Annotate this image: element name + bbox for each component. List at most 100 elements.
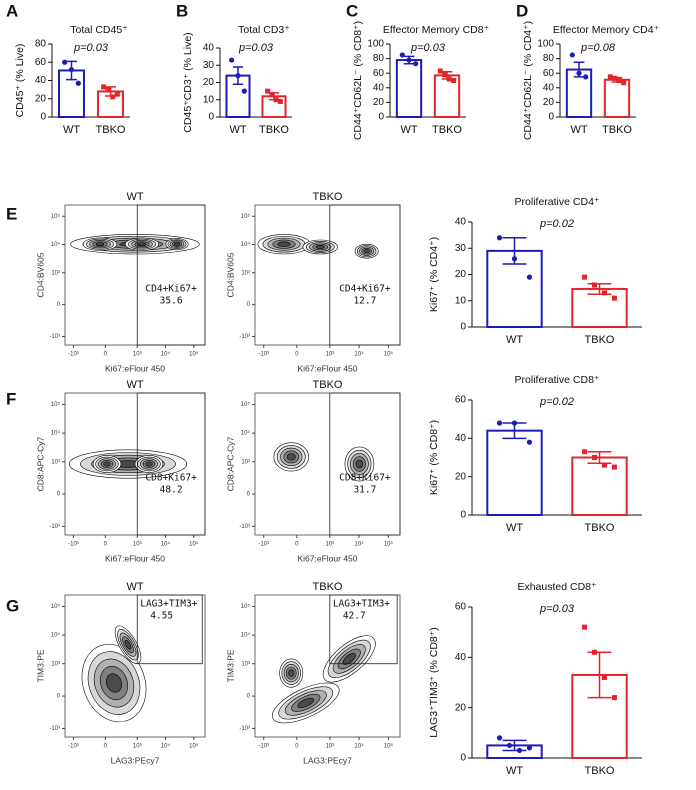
gate-value: 4.55 bbox=[150, 611, 173, 622]
plot-title: WT bbox=[126, 191, 143, 203]
bar bbox=[603, 78, 631, 118]
gate-label: CD4+Ki67+ bbox=[145, 284, 197, 295]
y-tick-label: 60 bbox=[543, 68, 555, 79]
y-tick-label: 0 bbox=[247, 694, 251, 700]
y-tick-label: 10⁵ bbox=[51, 401, 61, 408]
x-tick-label: -10³ bbox=[68, 352, 79, 358]
y-tick-label: 0 bbox=[40, 112, 46, 123]
x-tick-label: TBKO bbox=[259, 124, 289, 136]
panel-letter: G bbox=[6, 596, 19, 615]
y-tick-label: 10³ bbox=[241, 270, 250, 276]
y-tick-label: 0 bbox=[57, 302, 61, 308]
data-point bbox=[592, 282, 598, 288]
data-point bbox=[406, 57, 412, 63]
x-axis-label: Ki67:eFlour 450 bbox=[297, 553, 357, 563]
data-point bbox=[446, 76, 452, 82]
y-tick-label: 20 bbox=[35, 93, 47, 104]
data-point bbox=[582, 274, 588, 280]
x-tick-label: 0 bbox=[104, 542, 108, 548]
data-point bbox=[607, 74, 613, 80]
data-point bbox=[265, 88, 271, 94]
data-point bbox=[496, 735, 503, 741]
y-tick-label: 40 bbox=[373, 82, 385, 93]
y-tick-label: 40 bbox=[35, 75, 47, 86]
data-point bbox=[526, 745, 533, 751]
chart-title: Proliferative CD4⁺ bbox=[515, 196, 600, 208]
data-point bbox=[616, 78, 622, 83]
x-tick-label: 10³ bbox=[133, 542, 142, 548]
y-tick-label: 10⁴ bbox=[51, 632, 61, 639]
gate-value: 12.7 bbox=[353, 296, 376, 307]
data-point bbox=[601, 462, 607, 468]
y-tick-label: -10³ bbox=[239, 524, 250, 530]
data-point bbox=[583, 74, 589, 80]
error-bar bbox=[502, 739, 527, 752]
data-point bbox=[582, 449, 588, 455]
panel-letter: E bbox=[6, 204, 17, 223]
y-tick-label: 40 bbox=[455, 652, 467, 663]
data-point bbox=[62, 59, 68, 65]
x-tick-label: -10³ bbox=[258, 542, 269, 548]
data-point bbox=[496, 420, 503, 426]
contour bbox=[363, 249, 370, 254]
y-tick-label: 10⁵ bbox=[241, 603, 251, 610]
bar bbox=[486, 429, 543, 516]
x-tick-label: WT bbox=[570, 124, 587, 136]
contour bbox=[137, 242, 147, 247]
y-tick-label: 0 bbox=[548, 112, 554, 123]
x-tick-label: TBKO bbox=[96, 124, 126, 136]
y-tick-label: 30 bbox=[203, 60, 215, 71]
y-axis-label: CD8:APC-Cy7 bbox=[35, 436, 45, 491]
y-tick-label: 0 bbox=[247, 302, 251, 308]
y-tick-label: 20 bbox=[455, 471, 467, 482]
panel-letter: A bbox=[6, 1, 18, 20]
y-axis-label: TIM3:PE bbox=[35, 649, 45, 682]
gate-label: CD4+Ki67+ bbox=[339, 284, 391, 295]
p-value: p=0.03 bbox=[539, 603, 575, 615]
y-tick-label: 10⁵ bbox=[51, 213, 61, 220]
x-tick-label: 10⁵ bbox=[384, 743, 394, 750]
x-tick-label: TBKO bbox=[602, 124, 632, 136]
y-tick-label: 0 bbox=[378, 112, 384, 123]
error-bar bbox=[587, 651, 612, 699]
y-tick-label: 20 bbox=[373, 97, 385, 108]
y-tick-label: 10⁴ bbox=[241, 632, 251, 639]
y-axis-label: CD44⁺CD62L⁻ (% CD8⁺) bbox=[352, 21, 364, 140]
p-value: p=0.03 bbox=[238, 42, 274, 54]
plot-frame bbox=[64, 204, 206, 346]
x-tick-label: TBKO bbox=[585, 334, 615, 346]
y-tick-label: -10³ bbox=[49, 726, 60, 732]
gate-label: LAG3+TIM3+ bbox=[333, 599, 390, 610]
data-point bbox=[241, 88, 247, 94]
y-tick-label: 10⁴ bbox=[241, 241, 251, 248]
x-tick-label: 10³ bbox=[133, 352, 142, 358]
y-tick-label: 60 bbox=[455, 395, 467, 406]
data-point bbox=[526, 274, 533, 280]
data-point bbox=[114, 91, 120, 97]
data-point bbox=[601, 674, 607, 680]
data-point bbox=[496, 235, 503, 241]
plot-title: TBKO bbox=[313, 191, 343, 203]
y-tick-label: 20 bbox=[543, 97, 555, 108]
data-point bbox=[569, 52, 575, 58]
x-tick-label: TBKO bbox=[585, 522, 615, 534]
y-axis-label: Ki67⁺ (% CD4⁺) bbox=[428, 237, 440, 312]
y-tick-label: 10⁴ bbox=[51, 241, 61, 248]
y-tick-label: 0 bbox=[208, 112, 214, 123]
chart-title: Exhausted CD8⁺ bbox=[517, 581, 597, 593]
panel-letter: B bbox=[176, 1, 188, 20]
y-tick-label: 80 bbox=[543, 53, 555, 64]
bar bbox=[571, 456, 628, 516]
x-tick-label: WT bbox=[229, 124, 246, 136]
y-tick-label: 10⁴ bbox=[51, 430, 61, 437]
contour bbox=[103, 461, 111, 467]
error-bar bbox=[587, 282, 612, 295]
x-tick-label: 0 bbox=[295, 744, 299, 750]
data-point bbox=[273, 97, 279, 103]
y-tick-label: -10³ bbox=[239, 726, 250, 732]
chart-title: Effector Memory CD8⁺ bbox=[383, 24, 490, 36]
contour bbox=[297, 697, 315, 709]
y-tick-label: 20 bbox=[455, 269, 467, 280]
gate-value: 48.2 bbox=[160, 485, 183, 496]
y-axis-label: CD4:BV605 bbox=[225, 252, 235, 297]
